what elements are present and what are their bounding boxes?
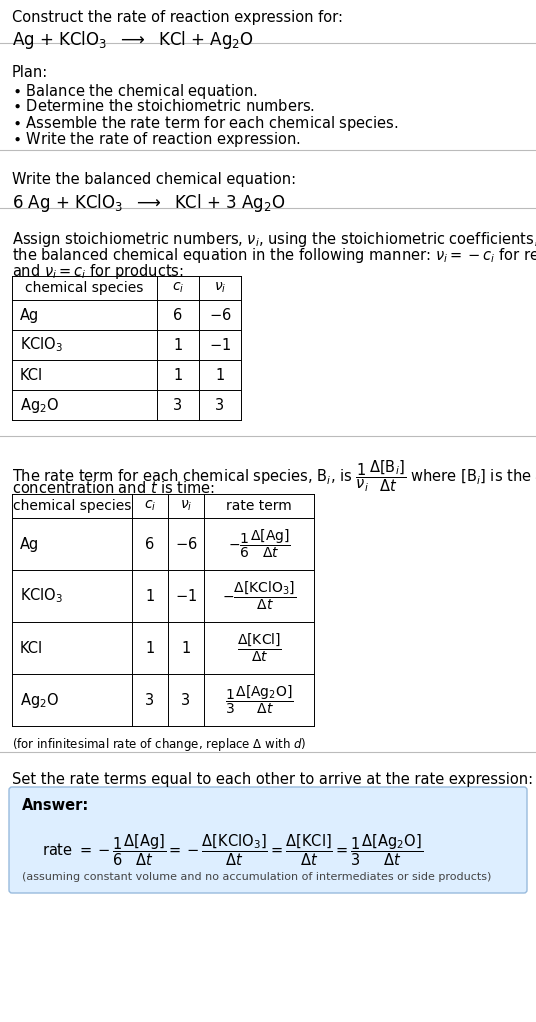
Text: $\bullet$ Balance the chemical equation.: $\bullet$ Balance the chemical equation.: [12, 82, 257, 101]
Text: the balanced chemical equation in the following manner: $\nu_i = -c_i$ for react: the balanced chemical equation in the fo…: [12, 246, 536, 265]
Text: $-$1: $-$1: [209, 337, 231, 353]
Text: 3: 3: [145, 693, 154, 707]
Text: 1: 1: [173, 368, 183, 382]
Text: Write the balanced chemical equation:: Write the balanced chemical equation:: [12, 172, 296, 187]
Text: and $\nu_i = c_i$ for products:: and $\nu_i = c_i$ for products:: [12, 262, 184, 281]
Text: 6: 6: [145, 537, 154, 552]
Text: Ag: Ag: [20, 537, 39, 552]
Text: KCl: KCl: [20, 641, 43, 655]
Text: $-\dfrac{1}{6}\dfrac{\Delta[\mathrm{Ag}]}{\Delta t}$: $-\dfrac{1}{6}\dfrac{\Delta[\mathrm{Ag}]…: [228, 527, 291, 560]
Text: $-$6: $-$6: [175, 536, 197, 552]
FancyBboxPatch shape: [9, 787, 527, 893]
Text: Ag: Ag: [20, 308, 39, 323]
Text: KClO$_3$: KClO$_3$: [20, 335, 63, 355]
Text: The rate term for each chemical species, B$_i$, is $\dfrac{1}{\nu_i}\dfrac{\Delt: The rate term for each chemical species,…: [12, 458, 536, 494]
Text: $\nu_i$: $\nu_i$: [180, 499, 192, 513]
Text: 1: 1: [145, 589, 154, 604]
Text: $-\dfrac{\Delta[\mathrm{KClO_3}]}{\Delta t}$: $-\dfrac{\Delta[\mathrm{KClO_3}]}{\Delta…: [222, 579, 296, 612]
Text: $\bullet$ Write the rate of reaction expression.: $\bullet$ Write the rate of reaction exp…: [12, 130, 301, 149]
Text: (assuming constant volume and no accumulation of intermediates or side products): (assuming constant volume and no accumul…: [22, 872, 492, 882]
Text: $c_i$: $c_i$: [144, 499, 156, 513]
Text: Construct the rate of reaction expression for:: Construct the rate of reaction expressio…: [12, 10, 343, 25]
Text: (for infinitesimal rate of change, replace $\Delta$ with $d$): (for infinitesimal rate of change, repla…: [12, 736, 307, 753]
Text: $\bullet$ Determine the stoichiometric numbers.: $\bullet$ Determine the stoichiometric n…: [12, 98, 315, 114]
Text: rate term: rate term: [226, 499, 292, 513]
Text: KClO$_3$: KClO$_3$: [20, 587, 63, 605]
Text: $-$1: $-$1: [175, 588, 197, 604]
Text: Assign stoichiometric numbers, $\nu_i$, using the stoichiometric coefficients, $: Assign stoichiometric numbers, $\nu_i$, …: [12, 230, 536, 249]
Text: $\bullet$ Assemble the rate term for each chemical species.: $\bullet$ Assemble the rate term for eac…: [12, 114, 399, 133]
Text: $\nu_i$: $\nu_i$: [214, 281, 226, 295]
Text: 3: 3: [215, 398, 225, 413]
Text: KCl: KCl: [20, 368, 43, 382]
Text: 3: 3: [174, 398, 183, 413]
Text: chemical species: chemical species: [25, 281, 144, 295]
Text: $\dfrac{1}{3}\dfrac{\Delta[\mathrm{Ag_2O}]}{\Delta t}$: $\dfrac{1}{3}\dfrac{\Delta[\mathrm{Ag_2O…: [225, 684, 293, 716]
Text: 1: 1: [181, 641, 191, 655]
Text: 1: 1: [173, 337, 183, 353]
Text: rate $= -\dfrac{1}{6}\dfrac{\Delta[\mathrm{Ag}]}{\Delta t}$$ = -\dfrac{\Delta[\m: rate $= -\dfrac{1}{6}\dfrac{\Delta[\math…: [42, 832, 423, 868]
Text: 6: 6: [173, 308, 183, 323]
Text: 3: 3: [182, 693, 191, 707]
Text: $-$6: $-$6: [209, 307, 232, 323]
Text: 1: 1: [145, 641, 154, 655]
Text: Plan:: Plan:: [12, 65, 48, 80]
Text: Answer:: Answer:: [22, 798, 90, 812]
Text: Ag$_2$O: Ag$_2$O: [20, 396, 59, 415]
Text: Ag + KClO$_3$  $\longrightarrow$  KCl + Ag$_2$O: Ag + KClO$_3$ $\longrightarrow$ KCl + Ag…: [12, 29, 254, 51]
Text: concentration and $t$ is time:: concentration and $t$ is time:: [12, 480, 215, 496]
Text: $c_i$: $c_i$: [172, 281, 184, 295]
Text: chemical species: chemical species: [13, 499, 131, 513]
Text: 1: 1: [215, 368, 225, 382]
Text: $\dfrac{\Delta[\mathrm{KCl}]}{\Delta t}$: $\dfrac{\Delta[\mathrm{KCl}]}{\Delta t}$: [236, 632, 281, 664]
Text: 6 Ag + KClO$_3$  $\longrightarrow$  KCl + 3 Ag$_2$O: 6 Ag + KClO$_3$ $\longrightarrow$ KCl + …: [12, 192, 286, 214]
Text: Set the rate terms equal to each other to arrive at the rate expression:: Set the rate terms equal to each other t…: [12, 772, 533, 787]
Text: Ag$_2$O: Ag$_2$O: [20, 691, 59, 709]
